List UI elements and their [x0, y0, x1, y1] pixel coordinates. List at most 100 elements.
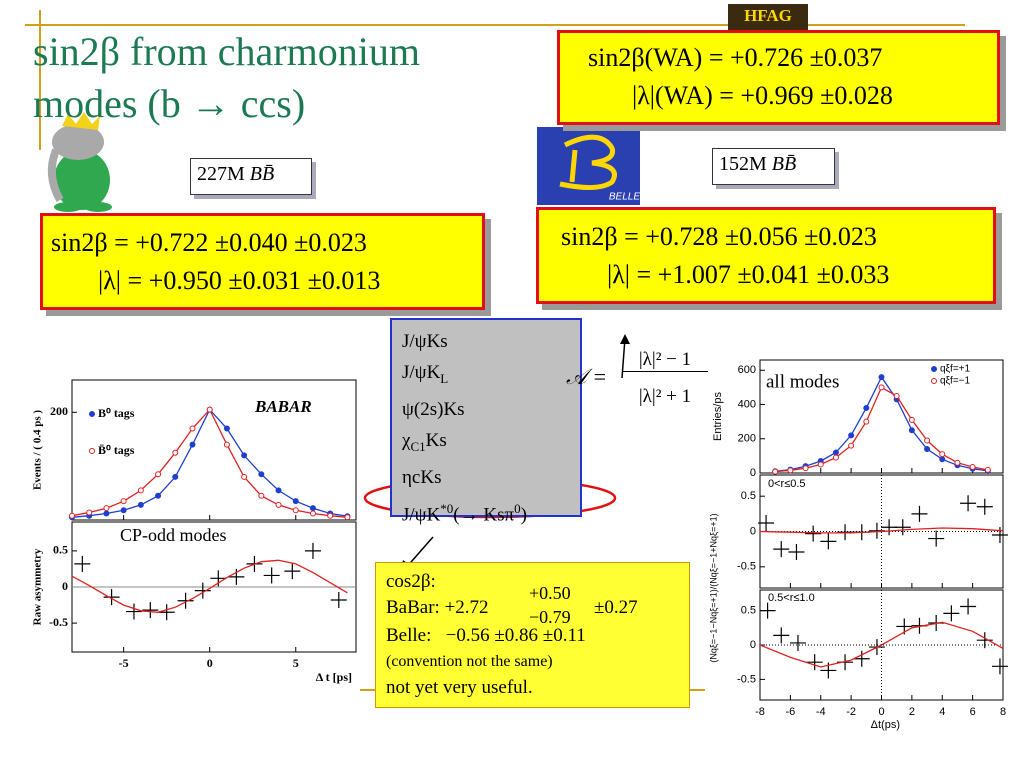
y-axis-label: Raw asymmetry — [32, 548, 44, 625]
y-tick-label: 0.5 — [741, 605, 756, 617]
babar-logo: BABAR — [254, 397, 312, 416]
legend-label: B̄⁰ tags — [98, 443, 135, 457]
x-tick-label: 8 — [1000, 706, 1006, 718]
data-point — [924, 437, 931, 444]
data-point — [103, 505, 110, 512]
cos-babar-syst: ±0.27 — [594, 597, 638, 618]
plot-annotation: 0<r≤0.5 — [768, 478, 806, 490]
plot-annotation: CP-odd modes — [120, 525, 227, 545]
data-point — [155, 492, 162, 499]
data-point — [943, 605, 960, 622]
y-tick-label: 600 — [738, 364, 756, 376]
x-tick-label: -2 — [846, 706, 856, 718]
data-point — [189, 425, 196, 432]
legend-label: qξf=−1 — [940, 376, 970, 387]
data-point — [292, 498, 299, 505]
cos2beta-box: cos2β: BaBar: +2.72 +0.50 −0.79 ±0.27 Be… — [375, 562, 690, 708]
data-point — [991, 527, 1008, 544]
data-point — [103, 589, 120, 606]
x-tick-label: 0 — [878, 706, 884, 718]
data-point — [86, 509, 93, 516]
x-axis-label: Δt(ps) — [871, 719, 900, 731]
y-tick-label: -0.5 — [737, 673, 756, 685]
data-point — [275, 501, 282, 508]
data-point — [344, 514, 351, 521]
data-point — [773, 627, 790, 644]
data-point — [137, 487, 144, 494]
fit-curve — [759, 527, 1004, 534]
y-tick-label: 0 — [62, 579, 68, 593]
data-point — [137, 501, 144, 508]
data-point — [960, 495, 977, 512]
belle-logo — [537, 127, 640, 205]
data-point — [258, 471, 265, 478]
data-point — [911, 505, 928, 522]
data-point — [878, 374, 885, 381]
x-tick-label: -5 — [119, 656, 129, 670]
result-line: sin2β = +0.728 ±0.056 ±0.023 — [561, 222, 877, 251]
decay-mode-part: J/ψKs — [402, 331, 448, 352]
y-axis-label: Events / ( 0.4 ps ) — [32, 410, 44, 490]
plot-annotation: 0.5<r≤1.0 — [768, 592, 815, 604]
data-point — [228, 568, 245, 585]
data-point — [172, 449, 179, 456]
legend-marker — [89, 448, 95, 454]
result-line: sin2β(WA) = +0.726 ±0.037 — [588, 43, 883, 72]
data-point — [868, 522, 885, 539]
data-point — [853, 650, 870, 667]
formula-lhs: 𝒜 = — [566, 364, 608, 389]
data-point — [74, 555, 91, 572]
data-point — [194, 582, 211, 599]
data-point — [223, 441, 230, 448]
data-point — [848, 442, 855, 449]
formula-denominator: |λ|² + 1 — [638, 386, 692, 407]
data-point — [206, 406, 213, 413]
y-tick-label: 200 — [738, 433, 756, 445]
decay-mode: J/ψKs — [402, 326, 570, 357]
decay-mode-part: L — [440, 370, 449, 386]
result-line: |λ| = +0.950 ±0.031 ±0.013 — [98, 266, 381, 295]
x-tick-label: -8 — [755, 706, 765, 718]
data-point — [908, 416, 915, 423]
data-point — [863, 418, 870, 425]
y-tick-label: -0.5 — [737, 561, 756, 573]
data-point — [806, 654, 823, 671]
data-point — [103, 510, 110, 517]
cos-babar-lower: −0.79 — [529, 607, 571, 627]
decay-mode: ψ(2s)Ks — [402, 394, 570, 425]
decay-mode-part: ηcKs — [402, 466, 442, 488]
sample-count: 152M — [719, 153, 772, 175]
data-point — [789, 634, 806, 651]
babar-result-box: sin2β = +0.722 ±0.040 ±0.023 |λ| = +0.95… — [40, 213, 485, 310]
data-point — [893, 392, 900, 399]
cos-heading: cos2β: — [386, 571, 436, 592]
data-point — [878, 384, 885, 391]
data-point — [327, 512, 334, 519]
title-line: sin2β from charmonium — [33, 29, 420, 74]
decay-mode-part: *0 — [440, 500, 454, 516]
decay-mode-part: J/ψK — [402, 503, 441, 525]
decay-mode-part: ) — [520, 503, 527, 525]
decay-mode-part: χ — [402, 429, 411, 451]
sample-size: 152M BB̄ — [712, 148, 835, 185]
cos-belle: Belle: −0.56 ±0.86 ±0.11 — [386, 625, 586, 646]
mascot — [47, 112, 112, 212]
belle-logo-text: BELLE — [609, 192, 640, 203]
data-point — [223, 425, 230, 432]
data-point — [863, 404, 870, 411]
data-point — [969, 464, 976, 471]
result-line: |λ| = +1.007 ±0.041 ±0.033 — [607, 260, 890, 289]
decay-mode: J/ψKL — [402, 357, 570, 394]
decay-modes: J/ψKs J/ψKL ψ(2s)Ks χC1Ks ηcKs J/ψK*0(→ Ksπ0) — [390, 318, 582, 525]
data-point — [759, 602, 776, 619]
data-point — [309, 505, 316, 512]
decay-mode: J/ψK*0(→ Ksπ0) — [402, 493, 570, 530]
x-tick-label: 0 — [207, 656, 213, 670]
data-point — [155, 471, 162, 478]
data-point — [984, 466, 991, 473]
data-point — [991, 658, 1008, 675]
title-line: modes (b → ccs) — [33, 81, 306, 126]
y-tick-label: 0 — [750, 525, 756, 537]
data-point — [773, 541, 790, 558]
